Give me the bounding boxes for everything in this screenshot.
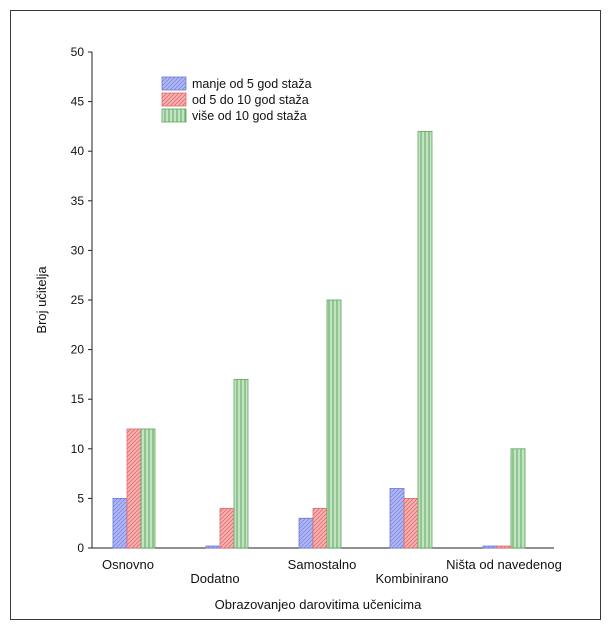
legend-swatch [161,108,187,123]
bar [496,545,512,549]
bar [389,488,405,549]
legend: manje od 5 god staža od 5 do 10 god staža… [161,76,312,123]
bar [219,507,235,549]
y-tick-label: 45 [71,95,85,109]
y-tick-label: 0 [77,541,84,555]
y-axis-label: Broj učitelja [34,266,49,334]
legend-swatch [161,76,187,91]
y-tick-label: 50 [71,45,85,59]
legend-label: više od 10 god staža [192,109,307,123]
y-tick-label: 5 [77,491,84,505]
y-tick-label: 25 [71,293,85,307]
x-axis-label: Obrazovanjeo darovitima učenicima [215,597,422,612]
bar [312,507,328,549]
bar [482,545,498,549]
legend-label: manje od 5 god staža [192,77,312,91]
y-tick-label: 15 [71,392,85,406]
y-tick-label: 10 [71,442,85,456]
bar [298,517,314,549]
bar [326,299,342,549]
x-tick-label: Ništa od navedenog [446,557,562,572]
bar [112,497,128,549]
bar [140,428,156,549]
x-axis-tick-labels: Osnovno Dodatno Samostalno KombiniranoNišta… [102,557,562,586]
legend-label: od 5 do 10 god staža [192,93,309,107]
y-axis-ticks: 0 5 10 15 20 25 30 35 40 45 50 [71,45,92,555]
bar [417,130,433,549]
x-tick-label: Samostalno [288,557,357,572]
bar [233,378,249,549]
bar [403,497,419,549]
bar [510,448,526,549]
bars [112,130,526,549]
y-tick-label: 20 [71,343,85,357]
x-tick-label: Kombinirano [376,571,449,586]
y-tick-label: 30 [71,243,85,257]
bar [205,545,221,549]
y-tick-label: 40 [71,144,85,158]
legend-swatch [161,92,187,107]
y-tick-label: 35 [71,194,85,208]
x-tick-label: Dodatno [190,571,239,586]
x-tick-label: Osnovno [102,557,154,572]
bar [126,428,142,549]
